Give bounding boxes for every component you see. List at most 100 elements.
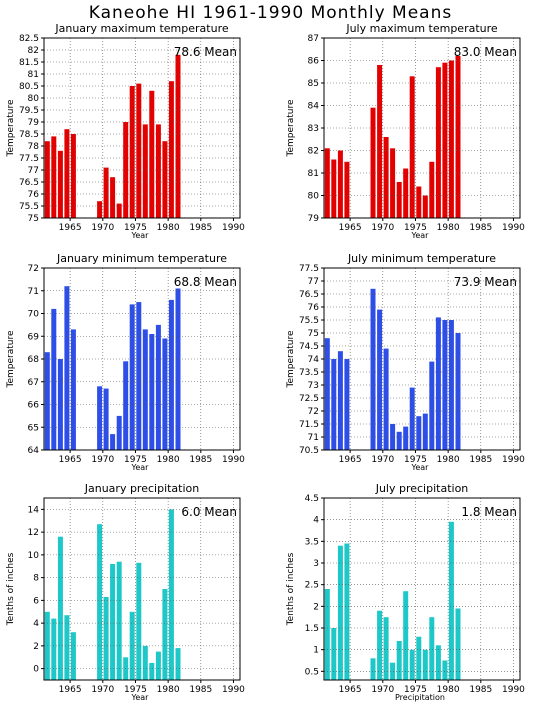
x-tick-label: 1980	[157, 455, 180, 465]
bar	[123, 361, 129, 450]
bar	[44, 352, 50, 450]
y-tick-label: 75.5	[299, 316, 319, 326]
bar	[337, 150, 343, 218]
y-tick-label: 71	[308, 433, 319, 443]
bar	[155, 324, 161, 450]
y-tick-label: 2.5	[305, 581, 319, 591]
y-tick-label: 72	[28, 264, 39, 274]
x-tick-label: 1985	[189, 223, 212, 233]
bar	[162, 589, 168, 680]
bar	[64, 615, 70, 680]
y-tick-label: 10	[28, 551, 40, 561]
x-tick-label: 1965	[59, 685, 82, 695]
y-tick-label: 0	[33, 665, 39, 675]
y-tick-label: 75	[308, 329, 319, 339]
y-tick-label: 73	[308, 381, 319, 391]
x-axis-label: Year	[131, 231, 150, 240]
y-tick-label: 76.5	[19, 178, 39, 188]
plot-frame	[43, 497, 241, 681]
y-tick-label: 81	[28, 70, 39, 80]
bar	[149, 90, 155, 218]
x-tick-label: 1965	[339, 455, 362, 465]
y-tick-label: 67	[28, 378, 39, 388]
y-tick-label: 4.5	[305, 494, 319, 504]
mean-label: 83.0 Mean	[454, 45, 517, 59]
bar	[57, 359, 63, 450]
y-tick-label: 1	[313, 646, 319, 656]
bar	[168, 299, 174, 450]
bar	[51, 136, 57, 218]
chart-panel-6: 0.5 1 1.5 2 2.5 3 3.5 4 4.5 1965 1970 1975 1980 1985 1…	[286, 482, 525, 702]
y-tick-label: 66	[28, 401, 40, 411]
bar	[377, 610, 383, 680]
bar	[422, 413, 428, 450]
x-tick-label: 1965	[339, 685, 362, 695]
y-tick-label: 3	[313, 559, 319, 569]
bar	[396, 182, 402, 218]
y-tick-label: 74	[308, 355, 320, 365]
chart-title: July maximum temperature	[345, 22, 498, 35]
mean-label: 78.6 Mean	[174, 45, 237, 59]
bar	[344, 543, 350, 680]
bar	[103, 597, 109, 680]
bar	[416, 636, 422, 680]
bar	[64, 129, 70, 218]
y-tick-label: 87	[308, 34, 319, 44]
x-tick-label: 1980	[437, 685, 460, 695]
bar	[422, 195, 428, 218]
bar	[103, 388, 109, 450]
x-tick-label: 1975	[124, 223, 147, 233]
plot-frame	[43, 37, 241, 219]
bar	[448, 521, 454, 680]
bar	[168, 509, 174, 680]
bar	[416, 416, 422, 450]
bar	[51, 308, 57, 450]
y-axis-label: Tenths of inches	[286, 552, 296, 626]
y-tick-label: 84	[308, 102, 320, 112]
y-tick-label: 71	[28, 287, 39, 297]
bar	[175, 648, 181, 680]
chart-panel-2: 79 80 81 82 83 84 85 86 87 1965 1970 1975 1980 1985 19…	[286, 22, 525, 240]
mean-label: 6.0 Mean	[181, 505, 237, 519]
bar	[448, 60, 454, 218]
x-tick-label: 1970	[91, 455, 114, 465]
bar	[435, 67, 441, 218]
bar	[344, 359, 350, 450]
x-tick-label: 1970	[371, 455, 394, 465]
bar	[129, 86, 135, 218]
x-tick-label: 1985	[469, 685, 492, 695]
y-tick-label: 12	[28, 528, 39, 538]
x-axis-label: Year	[411, 231, 430, 240]
bar	[390, 148, 396, 218]
bar	[442, 62, 448, 219]
y-tick-label: 3.5	[305, 537, 319, 547]
bar	[370, 288, 376, 450]
bar	[383, 348, 389, 450]
bar	[136, 83, 142, 218]
y-tick-label: 76.5	[299, 290, 319, 300]
x-tick-label: 1990	[502, 223, 525, 233]
bar	[64, 286, 70, 450]
chart-panel-5: 0 2 4 6 8 10 12 14 1965 1970 1975 1980 1985 1990 Janua…	[6, 482, 245, 702]
bar	[416, 186, 422, 218]
bar	[377, 65, 383, 218]
bar	[422, 649, 428, 680]
bar	[390, 662, 396, 680]
y-tick-label: 74.5	[299, 342, 319, 352]
bar	[324, 589, 330, 680]
y-axis-label: Temperature	[286, 330, 296, 388]
y-tick-label: 76	[28, 190, 40, 200]
x-tick-label: 1990	[222, 223, 245, 233]
x-axis-label: Year	[131, 463, 150, 472]
x-tick-label: 1970	[371, 685, 394, 695]
bar	[70, 329, 76, 450]
bar	[435, 645, 441, 680]
bar	[116, 203, 122, 218]
y-tick-label: 79.5	[19, 106, 39, 116]
y-tick-label: 72	[308, 407, 319, 417]
bar	[70, 632, 76, 680]
bar	[337, 351, 343, 450]
x-tick-label: 1975	[124, 455, 147, 465]
bar	[116, 561, 122, 680]
bar	[429, 617, 435, 680]
